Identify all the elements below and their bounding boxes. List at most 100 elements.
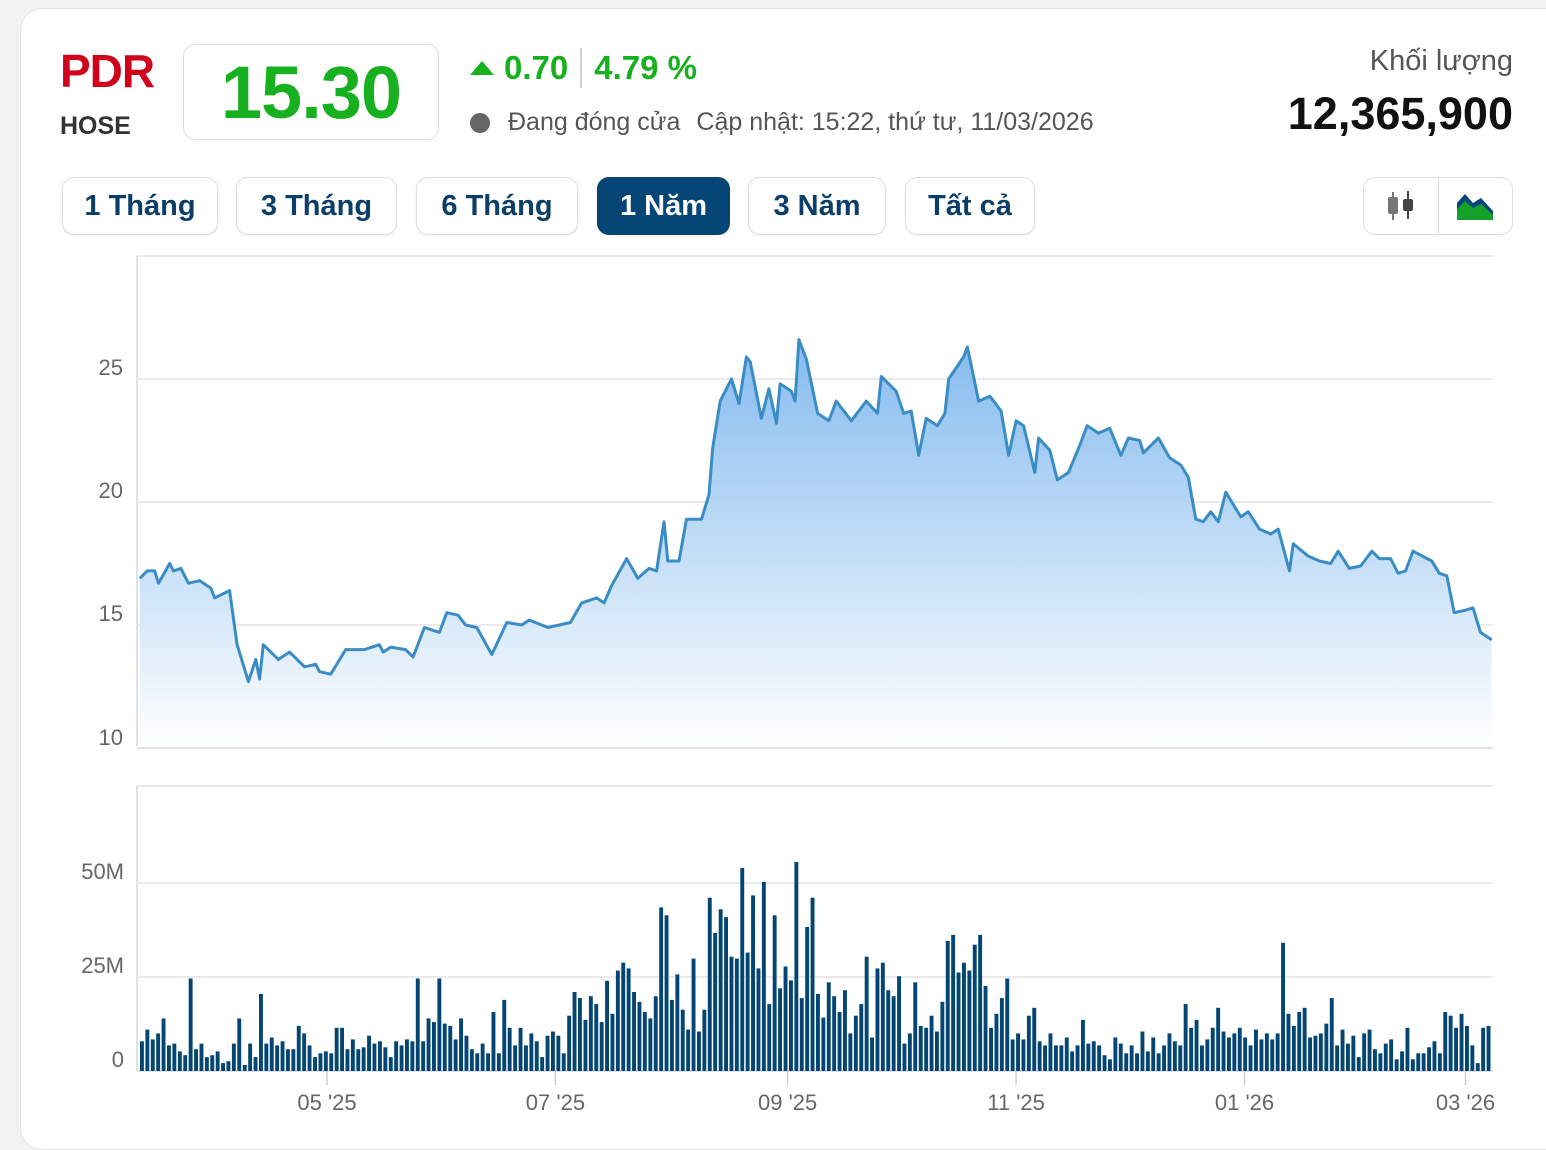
volume-bar bbox=[269, 1037, 274, 1071]
volume-bar bbox=[167, 1045, 171, 1071]
volume-bar bbox=[394, 1041, 399, 1071]
volume-bar bbox=[518, 1027, 523, 1071]
volume-bar bbox=[1318, 1033, 1323, 1071]
area-chart-button[interactable] bbox=[1437, 178, 1513, 234]
volume-bar bbox=[405, 1039, 409, 1071]
volume-bar bbox=[307, 1045, 312, 1071]
volume-bar bbox=[761, 881, 766, 1071]
volume-bar bbox=[686, 1029, 691, 1071]
volume-bar bbox=[610, 1013, 615, 1071]
volume-bar bbox=[1243, 1037, 1248, 1071]
volume-bar bbox=[1054, 1045, 1058, 1071]
volume-bar bbox=[1145, 1051, 1150, 1071]
volume-bar bbox=[372, 1043, 377, 1071]
range-all-button[interactable]: Tất cả bbox=[905, 177, 1035, 235]
volume-bar bbox=[469, 1049, 474, 1071]
volume-value: 12,365,900 bbox=[1287, 88, 1513, 139]
candlestick-chart-button[interactable] bbox=[1364, 178, 1438, 234]
volume-bar bbox=[659, 907, 664, 1071]
range-1-month-button[interactable]: 1 Tháng bbox=[62, 177, 218, 235]
volume-bar bbox=[751, 895, 755, 1071]
volume-bar bbox=[588, 996, 593, 1071]
volume-bar bbox=[1032, 1007, 1037, 1071]
volume-bar bbox=[432, 1022, 436, 1071]
volume-bar bbox=[1432, 1041, 1437, 1071]
volume-bar bbox=[502, 999, 507, 1071]
volume-bar bbox=[1048, 1033, 1053, 1071]
volume-bar bbox=[1405, 1027, 1410, 1071]
volume-bar bbox=[594, 1004, 599, 1071]
volume-bar bbox=[653, 996, 658, 1071]
candlestick-icon bbox=[1387, 191, 1413, 220]
range-3-months-button[interactable]: 3 Tháng bbox=[236, 177, 397, 235]
volume-bar bbox=[1102, 1055, 1107, 1071]
volume-bar bbox=[1167, 1033, 1172, 1071]
volume-bar bbox=[529, 1033, 534, 1071]
volume-bar bbox=[1118, 1043, 1123, 1071]
volume-bar bbox=[1070, 1051, 1075, 1071]
volume-bar bbox=[642, 1012, 647, 1071]
volume-bar bbox=[340, 1027, 344, 1071]
volume-bar bbox=[1270, 1039, 1275, 1071]
volume-bar bbox=[1183, 1004, 1188, 1071]
volume-bar bbox=[1210, 1027, 1215, 1071]
volume-bar bbox=[680, 1009, 685, 1071]
volume-bar bbox=[989, 1027, 993, 1071]
volume-bar bbox=[486, 1053, 490, 1071]
volume-bar bbox=[1232, 1033, 1237, 1071]
volume-bar bbox=[1421, 1053, 1426, 1071]
volume-bar bbox=[345, 1049, 350, 1071]
volume-bar bbox=[859, 1004, 864, 1071]
volume-bar bbox=[1367, 1029, 1372, 1071]
volume-bar bbox=[1026, 1015, 1031, 1071]
volume-bar bbox=[1221, 1031, 1226, 1071]
volume-bar bbox=[280, 1041, 285, 1071]
volume-bar bbox=[1427, 1047, 1431, 1071]
volume-bar bbox=[318, 1053, 323, 1071]
volume-bar bbox=[1005, 978, 1010, 1071]
volume-bar bbox=[1156, 1053, 1161, 1071]
range-1-year-button[interactable]: 1 Năm bbox=[597, 177, 730, 235]
volume-bar bbox=[1091, 1041, 1096, 1071]
volume-bar bbox=[448, 1025, 453, 1071]
volume-bar bbox=[1383, 1043, 1388, 1071]
stock-symbol: PDR bbox=[60, 45, 155, 97]
volume-bar bbox=[296, 1025, 301, 1071]
volume-bar bbox=[215, 1051, 220, 1071]
range-3-years-button[interactable]: 3 Năm bbox=[748, 177, 886, 235]
volume-bar bbox=[729, 956, 734, 1071]
volume-bar bbox=[978, 934, 983, 1071]
change-percent: 4.79 % bbox=[594, 49, 697, 86]
range-6-months-button[interactable]: 6 Tháng bbox=[416, 177, 578, 235]
volume-bar bbox=[507, 1027, 512, 1071]
price-box: 15.30 bbox=[183, 44, 439, 140]
volume-bar bbox=[1351, 1035, 1356, 1071]
volume-bar bbox=[356, 1049, 361, 1071]
volume-bar bbox=[1443, 1012, 1448, 1071]
price-change: 0.70 4.79 % bbox=[470, 48, 697, 88]
volume-bar bbox=[615, 970, 620, 1071]
volume-bar bbox=[1291, 1025, 1296, 1071]
volume-bar bbox=[1470, 1045, 1475, 1071]
volume-bar bbox=[1129, 1045, 1134, 1071]
volume-bar bbox=[832, 996, 837, 1071]
volume-bar bbox=[637, 1001, 642, 1071]
volume-bar bbox=[1064, 1037, 1069, 1071]
volume-bar bbox=[621, 962, 626, 1071]
volume-bar bbox=[1454, 1027, 1458, 1071]
status-dot-icon bbox=[470, 112, 490, 133]
volume-bar bbox=[1081, 1019, 1085, 1071]
volume-bar bbox=[702, 1009, 707, 1071]
volume-bar bbox=[140, 1041, 144, 1071]
volume-bar bbox=[940, 1001, 945, 1071]
volume-bar bbox=[1329, 998, 1334, 1071]
volume-bar bbox=[767, 1004, 772, 1071]
volume-bar bbox=[442, 1023, 447, 1071]
volume-bar bbox=[783, 966, 788, 1071]
price-tick-label: 20 bbox=[99, 478, 123, 503]
volume-bar bbox=[1216, 1007, 1221, 1071]
volume-bar bbox=[534, 1041, 539, 1071]
volume-bar bbox=[475, 1053, 480, 1071]
volume-bar bbox=[183, 1055, 188, 1071]
area-chart-icon bbox=[1457, 194, 1494, 220]
